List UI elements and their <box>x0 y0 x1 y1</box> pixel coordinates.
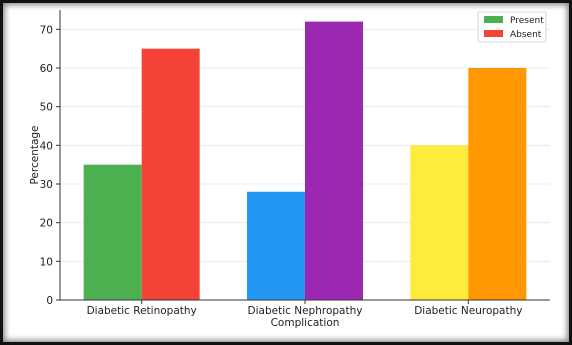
y-tick-label: 60 <box>40 63 53 75</box>
x-axis-label: Complication <box>271 317 340 329</box>
y-axis-label: Percentage <box>29 125 41 184</box>
bars <box>83 21 527 300</box>
x-ticks: Diabetic Retinopathy Diabetic Nephropathy… <box>87 300 522 317</box>
x-tick-label: Diabetic Neuropathy <box>414 305 522 317</box>
y-tick-label: 50 <box>40 102 53 114</box>
legend-label-absent: Absent <box>510 30 542 40</box>
y-tick-label: 10 <box>40 256 53 268</box>
y-ticks: 0 10 20 30 40 50 60 70 <box>40 24 60 307</box>
y-tick-label: 70 <box>40 24 53 36</box>
x-tick-label: Diabetic Retinopathy <box>87 305 197 317</box>
legend-swatch-absent <box>484 30 503 37</box>
y-tick-label: 30 <box>40 179 53 191</box>
legend: Present Absent <box>477 11 547 43</box>
y-tick-label: 40 <box>40 140 53 152</box>
y-tick-label: 20 <box>40 218 53 230</box>
bar-present-3 <box>410 145 469 300</box>
x-tick-label: Diabetic Nephropathy <box>248 305 363 317</box>
y-tick-label: 0 <box>46 295 53 307</box>
bar-absent-3 <box>468 68 527 300</box>
legend-swatch-present <box>484 16 503 23</box>
bar-absent-2 <box>305 21 363 300</box>
legend-label-present: Present <box>510 16 544 26</box>
bar-present-1 <box>83 164 142 300</box>
bar-present-2 <box>247 191 305 300</box>
bar-absent-1 <box>141 48 200 300</box>
